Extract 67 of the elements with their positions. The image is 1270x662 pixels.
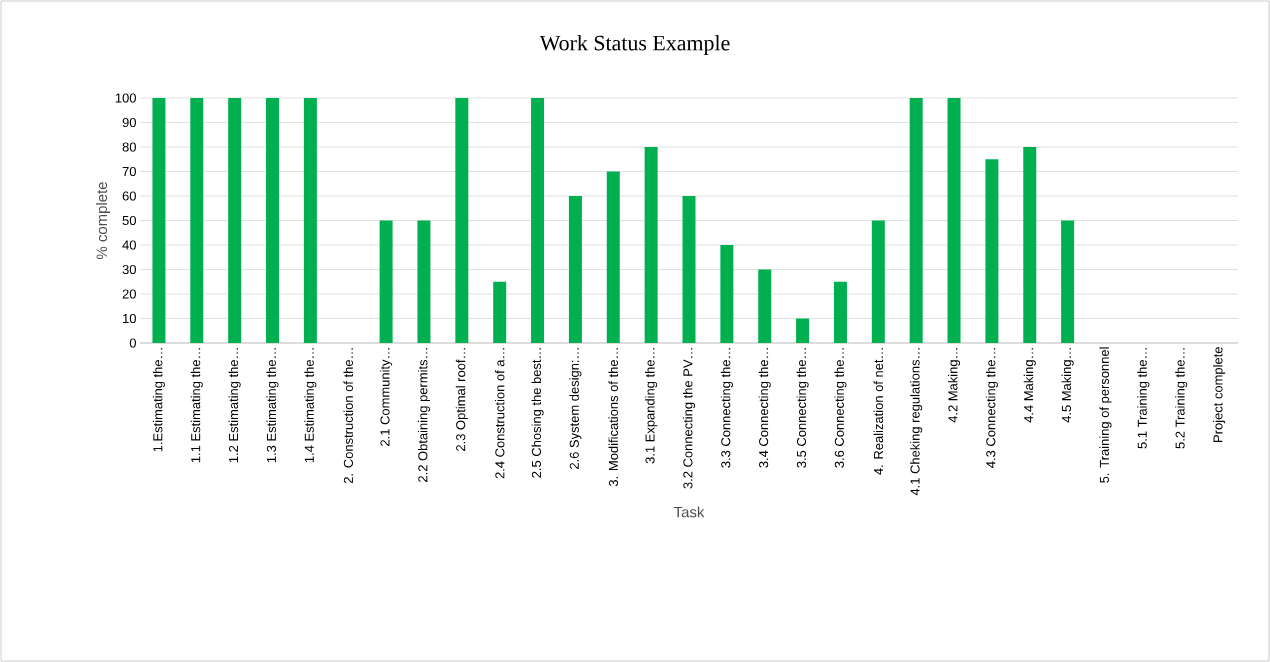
x-tick-label: 2.4 Construction of a… [494, 348, 505, 479]
x-tick-label: 2.5 Chosing the best… [531, 348, 544, 478]
y-tick-label: 0 [129, 338, 136, 348]
bar [455, 98, 469, 343]
x-tick-label: 1.1 Estimating the… [190, 348, 203, 463]
x-tick-label: 1.2 Estimating the… [228, 348, 241, 463]
bar [796, 318, 810, 343]
x-tick-label: 4.4 Making… [1023, 348, 1036, 423]
bar [758, 269, 772, 343]
bar [417, 220, 431, 343]
bar [152, 98, 166, 343]
bar [682, 196, 696, 343]
x-tick-label: 3.3 Connecting the… [720, 348, 733, 468]
bar [568, 196, 582, 343]
x-tick-label: 3.6 Connecting the… [834, 348, 847, 468]
x-tick-label: 5. Training of personnel [1099, 347, 1112, 483]
x-tick-label: 4.5 Making… [1061, 348, 1074, 423]
x-tick-label: 2.1 Community… [380, 348, 393, 446]
x-tick-label: 5.1 Training the… [1137, 348, 1150, 449]
chart-title: Work Status Example [539, 35, 730, 55]
bar [871, 220, 885, 343]
x-tick-label: 1.Estimating the… [152, 348, 165, 452]
y-tick-label: 80 [122, 142, 136, 152]
x-tick-label: 3. Modifications of the… [608, 348, 619, 487]
x-tick-label: 2.6 System design:… [569, 348, 582, 469]
y-tick-label: 20 [122, 289, 136, 299]
y-tick-label: 70 [122, 166, 136, 177]
x-tick-label: 2. Construction of the… [343, 348, 353, 484]
x-tick-label: 4. Realization of net… [873, 348, 884, 475]
bar [1061, 220, 1075, 343]
x-tick-label: 3.1 Expanding the… [645, 348, 658, 464]
y-tick-label: 60 [122, 191, 136, 201]
bar [303, 98, 317, 343]
bar [606, 171, 620, 343]
x-tick-label: 4.3 Connecting the… [985, 348, 998, 468]
bar [985, 159, 999, 343]
x-tick-label: 3.4 Connecting the… [758, 348, 771, 468]
y-tick-label: 40 [122, 240, 136, 250]
bar [493, 281, 507, 343]
x-tick-label: 1.4 Estimating the… [304, 348, 317, 463]
y-tick-label: 30 [122, 264, 136, 275]
bar [266, 98, 280, 343]
x-tick-label: 2.2 Obtaining permits… [417, 348, 430, 482]
x-tick-label: 3.5 Connecting the… [796, 348, 809, 468]
bar [947, 98, 961, 343]
x-tick-label: Project complete [1213, 347, 1226, 442]
x-tick-label: 2.3 Optimal roof… [455, 348, 468, 451]
y-tick-label: 90 [122, 117, 136, 128]
y-tick-label: 50 [122, 215, 136, 226]
x-axis-title: Task [673, 506, 705, 518]
bar [644, 147, 658, 343]
x-tick-label: 4.1 Cheking regulations… [910, 348, 923, 496]
bar [909, 98, 923, 343]
x-tick-label: 1.3 Estimating the… [266, 348, 279, 463]
bar [833, 281, 847, 343]
bar [531, 98, 545, 343]
x-tick-label: 3.2 Connecting the PV… [682, 348, 696, 489]
bar [379, 220, 393, 343]
x-tick-label: 4.2 Making… [947, 348, 961, 423]
y-tick-label: 10 [123, 313, 136, 324]
bar [720, 245, 734, 343]
bar [1023, 147, 1037, 343]
y-axis-title: % complete [96, 182, 111, 259]
bar [228, 98, 242, 343]
bar [190, 98, 204, 343]
x-tick-label: 5.2 Training the… [1175, 348, 1188, 449]
y-tick-label: 100 [115, 93, 136, 103]
